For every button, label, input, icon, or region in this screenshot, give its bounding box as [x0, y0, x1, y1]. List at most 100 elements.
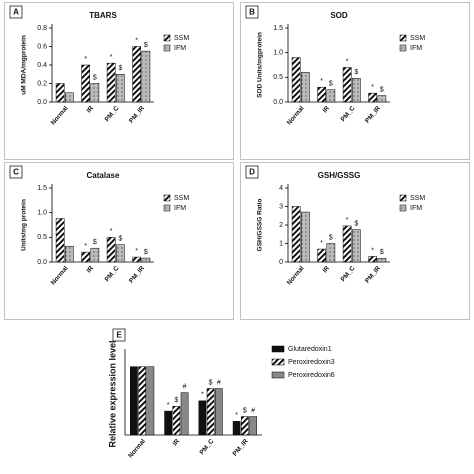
bar: [377, 258, 387, 263]
legend-label: IFM: [410, 205, 422, 212]
legend-swatch: [163, 204, 171, 212]
panel-letter-box: [9, 165, 23, 179]
bar: [352, 229, 361, 263]
significance-marker: $: [380, 249, 384, 256]
bar: [301, 72, 310, 103]
chart-title: GSH/GSSG: [318, 171, 361, 180]
panel-frame: [4, 2, 234, 160]
y-axis-label: uM MDA/mgprotein: [21, 35, 28, 95]
bar: [352, 78, 361, 103]
bar: [326, 89, 336, 103]
y-tick-label: 0.0: [273, 99, 283, 106]
x-tick-label: Normal: [286, 265, 306, 287]
panel-frame: [240, 162, 470, 320]
legend-swatch: [399, 34, 407, 42]
significance-marker: #: [217, 379, 221, 386]
panel: B SOD SOD Units/mgprotein 0.0 0.5 1.0 1.5 Norma…: [240, 2, 470, 160]
significance-marker: *: [135, 248, 138, 255]
x-tick-label: IR: [172, 438, 182, 448]
y-tick-label: 0.6: [37, 43, 47, 50]
panel-letter-box: [9, 5, 23, 19]
x-tick-label: PM_C: [340, 265, 357, 284]
bar: [249, 416, 257, 436]
bar: [206, 388, 215, 436]
bar: [342, 225, 352, 263]
y-tick-label: 0.0: [37, 259, 47, 266]
panel-letter-box: [245, 165, 259, 179]
panel-frame: [4, 162, 234, 320]
y-tick-label: 0.5: [37, 234, 47, 241]
significance-marker: $: [144, 249, 148, 256]
significance-marker: $: [329, 234, 333, 241]
bar: [81, 64, 90, 103]
y-tick-label: 3: [279, 203, 283, 210]
legend-label: IFM: [174, 45, 186, 52]
panel-letter: A: [13, 8, 19, 17]
bar: [106, 62, 116, 103]
bar: [141, 50, 151, 103]
y-axis-label: SOD Units/mgprotein: [257, 32, 264, 98]
x-tick-label: IR: [86, 105, 96, 115]
panel-letter: D: [249, 168, 255, 177]
x-tick-label: Normal: [50, 265, 70, 287]
legend-label: SSM: [410, 35, 425, 42]
bar: [368, 256, 378, 263]
bar: [146, 366, 155, 436]
bar: [90, 247, 100, 263]
y-tick-label: 1.0: [37, 210, 47, 217]
y-axis-label: GSH/GSSG Ratio: [257, 199, 264, 252]
significance-marker: *: [110, 228, 113, 235]
x-tick-label: IR: [86, 265, 96, 275]
significance-marker: *: [84, 56, 87, 63]
bar: [172, 406, 181, 436]
bar: [342, 67, 352, 103]
legend-swatch: [163, 44, 171, 52]
chart-title: Catalase: [87, 171, 120, 180]
significance-marker: #: [251, 407, 255, 414]
y-tick-label: 1: [279, 240, 283, 247]
bar: [214, 388, 223, 436]
panel-letter: C: [13, 168, 19, 177]
legend-label: SSM: [174, 35, 189, 42]
bar: [65, 245, 74, 263]
x-tick-label: Normal: [286, 105, 306, 127]
legend-swatch: [163, 34, 171, 42]
bar: [132, 256, 142, 263]
significance-marker: $: [380, 86, 384, 93]
bar: [241, 416, 249, 436]
bar: [291, 206, 301, 263]
bar: [90, 83, 100, 103]
y-axis-label: Relative expression level: [107, 340, 117, 447]
bar: [164, 410, 173, 436]
bar: [301, 211, 310, 263]
x-tick-label: IR: [322, 105, 332, 115]
bar: [130, 366, 138, 436]
panel-letter: B: [249, 8, 255, 17]
panel-letter: E: [116, 331, 122, 340]
significance-marker: *: [320, 78, 323, 85]
significance-marker: #: [183, 383, 187, 390]
significance-marker: $: [118, 236, 122, 243]
x-tick-label: IR: [322, 265, 332, 275]
panel: D GSH/GSSG GSH/GSSG Ratio 0 1 2 3 4 Normal IR * $ PM…: [240, 162, 470, 320]
x-tick-label: PM_IR: [232, 438, 250, 458]
significance-marker: $: [329, 81, 333, 88]
y-tick-label: 1.5: [273, 25, 283, 32]
significance-marker: $: [209, 379, 213, 386]
bar: [106, 237, 116, 263]
bar: [55, 83, 65, 103]
significance-marker: $: [93, 74, 97, 81]
bar: [317, 86, 326, 103]
significance-marker: *: [167, 402, 170, 409]
legend-swatch: [271, 371, 285, 379]
legend-swatch: [399, 44, 407, 52]
x-tick-label: PM_IR: [128, 265, 146, 285]
bar: [55, 218, 65, 263]
y-tick-label: 0.8: [37, 25, 47, 32]
y-tick-label: 0.5: [273, 74, 283, 81]
bar: [180, 392, 189, 436]
legend-swatch: [399, 204, 407, 212]
significance-marker: *: [110, 54, 113, 61]
bar: [132, 46, 142, 103]
